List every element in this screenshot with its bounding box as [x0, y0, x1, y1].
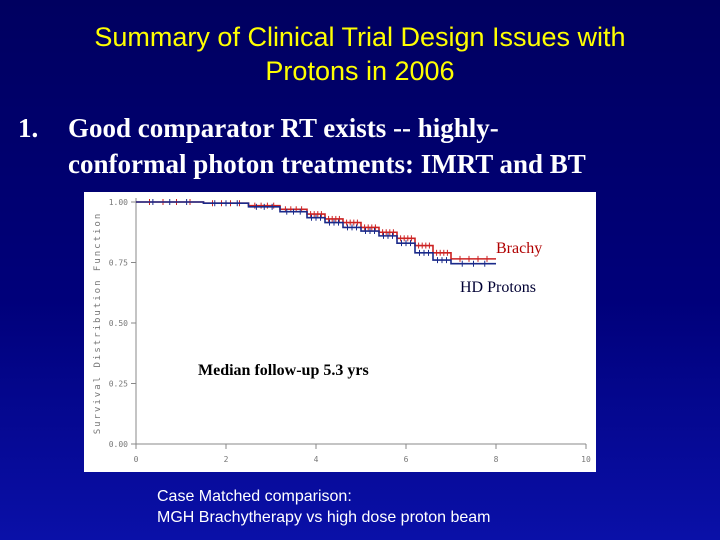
y-tick-label: 1.00 — [109, 198, 128, 207]
y-axis-label: Survival Distribution Function — [93, 212, 103, 435]
median-follow-up-annotation: Median follow-up 5.3 yrs — [198, 362, 369, 379]
x-tick-label: 10 — [581, 455, 591, 464]
y-tick-label: 0.75 — [109, 259, 128, 268]
bullet-text-line-2: conformal photon treatments: IMRT and BT — [68, 149, 586, 179]
survival-chart: 0.00 0.25 0.50 0.75 1.00 0 2 4 6 8 10 Survival Dist… — [84, 192, 596, 472]
slide-title: Summary of Clinical Trial Design Issues … — [0, 20, 720, 88]
x-tick-label: 2 — [224, 455, 229, 464]
slide-title-line-1: Summary of Clinical Trial Design Issues … — [94, 22, 626, 52]
x-tick-label: 6 — [404, 455, 409, 464]
series-line-hd-protons — [136, 201, 496, 265]
bullet-number: 1. — [18, 113, 39, 143]
bullet-text-line-1: Good comparator RT exists -- highly- — [68, 113, 499, 143]
caption-line-1: Case Matched comparison: — [157, 488, 352, 505]
caption-line-2: MGH Brachytherapy vs high dose proton be… — [157, 509, 491, 526]
y-tick-label: 0.25 — [109, 380, 128, 389]
x-tick-label: 8 — [494, 455, 499, 464]
series-line-brachy — [136, 201, 496, 260]
legend-label-brachy: Brachy — [496, 240, 543, 257]
x-tick-label: 4 — [314, 455, 319, 464]
caption: Case Matched comparison: MGH Brachythera… — [157, 486, 491, 528]
survival-chart-svg: 0.00 0.25 0.50 0.75 1.00 0 2 4 6 8 10 Survival Dist… — [93, 198, 591, 464]
x-tick-label: 0 — [134, 455, 139, 464]
bullet-text: Good comparator RT exists -- highly- con… — [68, 110, 718, 182]
y-tick-label: 0.50 — [109, 319, 128, 328]
slide-title-line-2: Protons in 2006 — [265, 56, 455, 86]
legend-label-hd-protons: HD Protons — [460, 279, 537, 296]
y-tick-label: 0.00 — [109, 440, 128, 449]
